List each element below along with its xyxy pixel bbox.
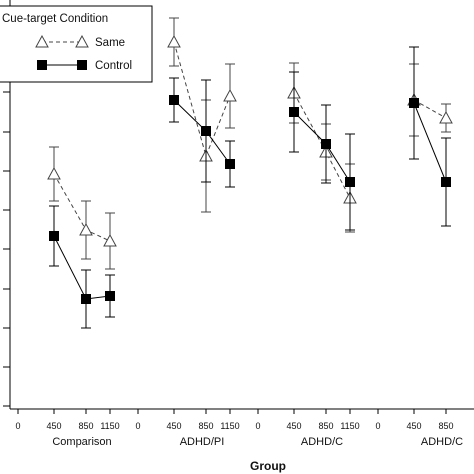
legend-marker-control-right <box>77 60 87 70</box>
legend-marker-same-left <box>35 34 49 48</box>
control-marker <box>169 95 179 105</box>
x-tick-label: 0 <box>375 421 380 431</box>
legend-label-same: Same <box>95 37 125 49</box>
x-tick-label: 850 <box>438 421 453 431</box>
x-tick-label: 1150 <box>340 421 359 431</box>
control-marker <box>81 294 91 304</box>
group-label: ADHD/C <box>421 436 463 448</box>
control-marker <box>321 139 331 149</box>
legend-marker-same-right <box>75 34 89 48</box>
x-tick-label: 850 <box>78 421 93 431</box>
same-marker <box>167 34 181 48</box>
control-marker <box>201 126 211 136</box>
same-marker <box>103 233 117 247</box>
x-tick-label: 450 <box>46 421 61 431</box>
x-tick-label: 0 <box>15 421 20 431</box>
control-series-line <box>53 235 111 300</box>
x-tick-label: 1150 <box>220 421 239 431</box>
same-marker <box>47 166 61 180</box>
x-tick-label: 450 <box>286 421 301 431</box>
legend-label-control: Control <box>95 60 132 72</box>
group-label: Comparison <box>52 436 111 448</box>
control-marker <box>105 291 115 301</box>
same-series-line <box>413 99 447 119</box>
same-marker <box>223 88 237 102</box>
same-series-line <box>173 41 231 158</box>
x-tick-label: 850 <box>318 421 333 431</box>
control-marker <box>409 98 419 108</box>
series-layer <box>47 17 453 329</box>
x-tick-label: 1150 <box>100 421 119 431</box>
legend-box <box>0 5 153 83</box>
same-marker <box>439 110 453 124</box>
group-label: ADHD/C <box>301 436 343 448</box>
x-tick-label: 850 <box>198 421 213 431</box>
x-tick-label: 0 <box>135 421 140 431</box>
x-tick-label: 450 <box>166 421 181 431</box>
same-series-line <box>293 92 351 199</box>
legend-title: Cue-target Condition <box>2 13 108 25</box>
control-marker <box>225 159 235 169</box>
same-marker <box>79 222 93 236</box>
group-label: ADHD/PI <box>180 436 225 448</box>
x-tick-label: 450 <box>406 421 421 431</box>
control-marker <box>289 107 299 117</box>
legend: Cue-target Condition Same Control <box>0 5 153 83</box>
x-axis-title: Group <box>250 459 286 473</box>
x-tick-label: 0 <box>255 421 260 431</box>
legend-marker-control-left <box>37 60 47 70</box>
control-marker <box>345 177 355 187</box>
control-marker <box>441 177 451 187</box>
control-series-line <box>413 102 447 183</box>
axes: 0 450 850 1150 Comparison 0 450 850 1150 ADHD/PI 0… <box>3 0 474 448</box>
control-marker <box>49 231 59 241</box>
